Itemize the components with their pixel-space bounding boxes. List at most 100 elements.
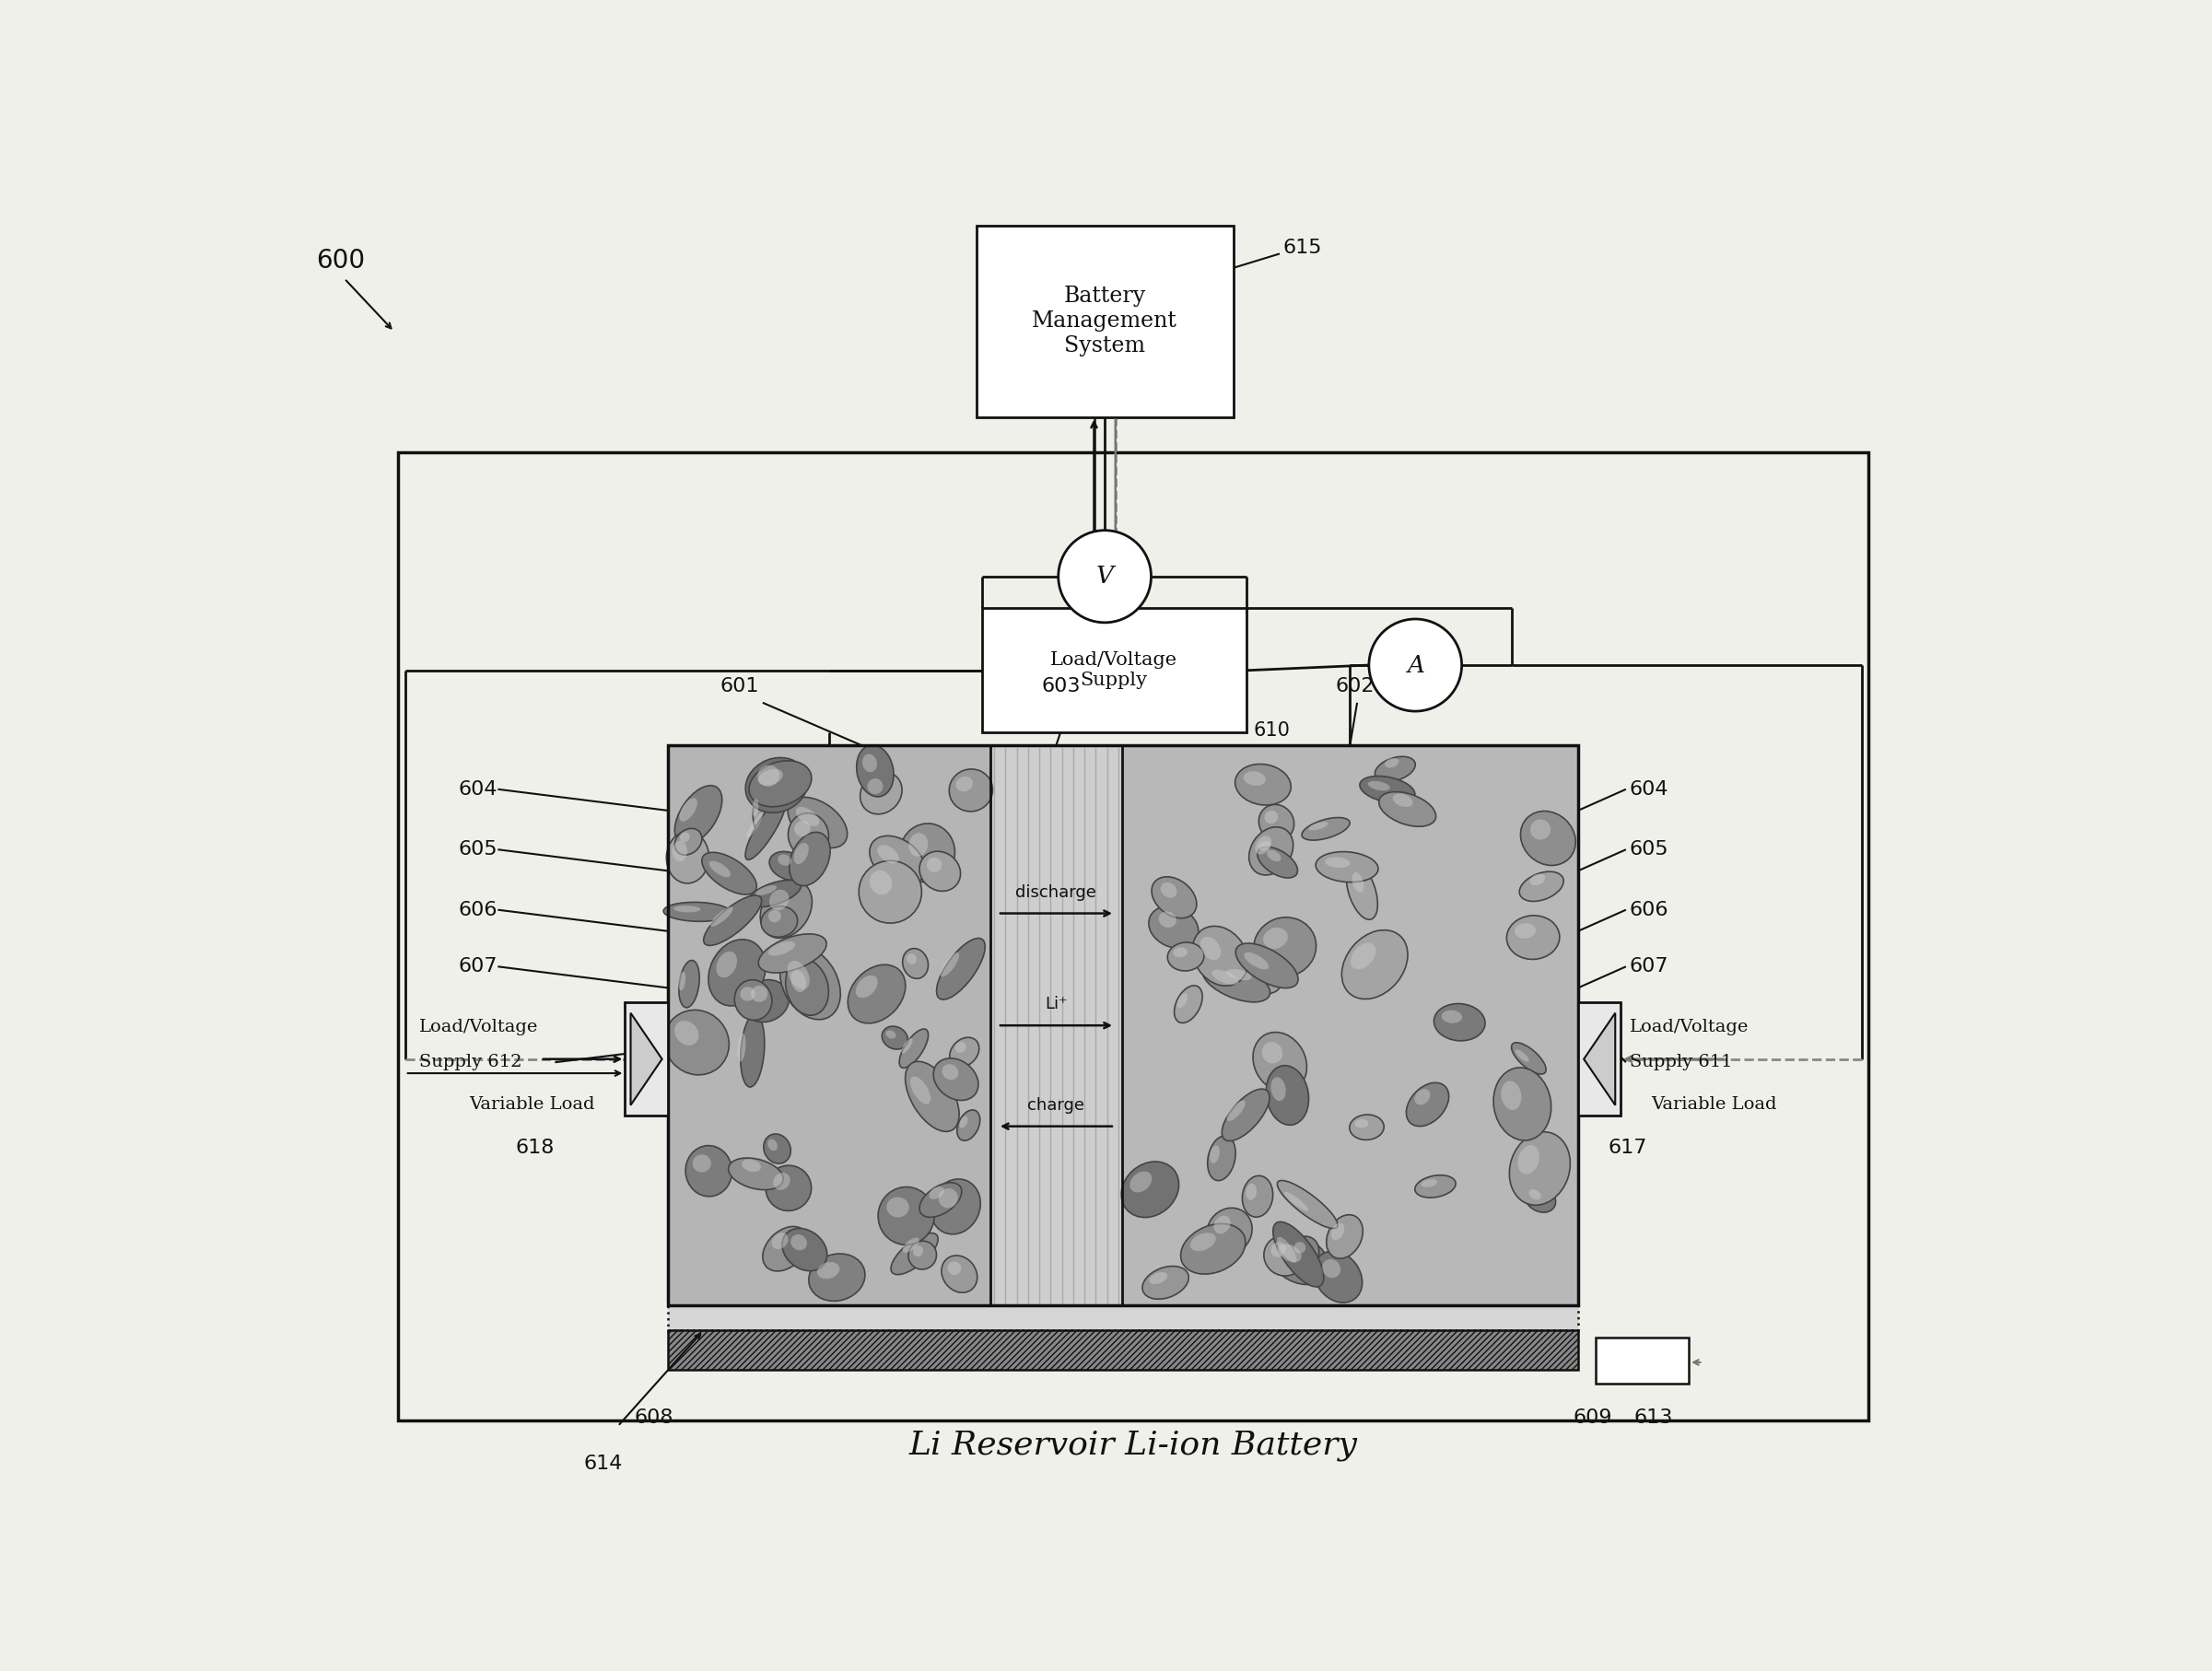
Ellipse shape — [1316, 852, 1378, 882]
Ellipse shape — [1520, 872, 1564, 901]
Ellipse shape — [1130, 1171, 1152, 1193]
Ellipse shape — [1285, 1191, 1307, 1211]
Ellipse shape — [900, 824, 956, 882]
Ellipse shape — [887, 1196, 909, 1218]
Ellipse shape — [1378, 792, 1436, 827]
Text: 607: 607 — [1630, 957, 1668, 976]
Ellipse shape — [779, 854, 792, 866]
Ellipse shape — [679, 799, 697, 822]
Ellipse shape — [878, 1186, 933, 1245]
Ellipse shape — [1237, 944, 1298, 988]
Ellipse shape — [1493, 1068, 1551, 1140]
Ellipse shape — [1515, 922, 1535, 939]
Ellipse shape — [761, 906, 799, 937]
Ellipse shape — [1208, 1136, 1237, 1181]
Ellipse shape — [907, 954, 916, 964]
Text: discharge: discharge — [1015, 884, 1097, 901]
Ellipse shape — [933, 1058, 978, 1100]
Ellipse shape — [1385, 759, 1398, 767]
Text: 606: 606 — [1630, 901, 1668, 919]
Ellipse shape — [794, 820, 810, 837]
Bar — [668, 1305, 1577, 1330]
Bar — [668, 1330, 1577, 1370]
Ellipse shape — [1256, 847, 1298, 877]
Ellipse shape — [1254, 836, 1272, 854]
Ellipse shape — [810, 1253, 865, 1302]
Ellipse shape — [1148, 906, 1199, 947]
Ellipse shape — [1225, 969, 1252, 981]
Ellipse shape — [675, 785, 721, 846]
Ellipse shape — [741, 988, 754, 1001]
Ellipse shape — [902, 949, 929, 979]
Ellipse shape — [860, 772, 902, 814]
Ellipse shape — [1511, 1043, 1546, 1074]
Ellipse shape — [1203, 962, 1270, 1003]
Ellipse shape — [664, 902, 730, 921]
Ellipse shape — [734, 979, 772, 1021]
Circle shape — [1369, 618, 1462, 712]
Ellipse shape — [1270, 1235, 1329, 1285]
Ellipse shape — [1217, 962, 1281, 994]
Text: Supply 611: Supply 611 — [1630, 1054, 1732, 1071]
Ellipse shape — [675, 829, 701, 856]
Ellipse shape — [748, 881, 801, 907]
Ellipse shape — [710, 861, 730, 877]
Ellipse shape — [931, 1180, 980, 1235]
Ellipse shape — [929, 1186, 945, 1200]
Ellipse shape — [1192, 926, 1248, 986]
Ellipse shape — [1360, 775, 1416, 804]
Ellipse shape — [703, 896, 761, 946]
Ellipse shape — [1376, 757, 1416, 782]
Ellipse shape — [1509, 1131, 1571, 1205]
Text: 605: 605 — [1630, 841, 1668, 859]
Ellipse shape — [940, 952, 960, 978]
Ellipse shape — [909, 832, 929, 857]
Ellipse shape — [1420, 1180, 1438, 1186]
Ellipse shape — [675, 1021, 699, 1046]
Ellipse shape — [1210, 1145, 1219, 1163]
Ellipse shape — [1310, 822, 1327, 830]
Text: 615: 615 — [1283, 239, 1323, 257]
Ellipse shape — [790, 832, 830, 886]
Ellipse shape — [1272, 1222, 1323, 1287]
Text: Load/Voltage
Supply: Load/Voltage Supply — [1051, 652, 1177, 690]
Ellipse shape — [856, 976, 878, 998]
Ellipse shape — [1276, 1237, 1296, 1263]
Ellipse shape — [1181, 1223, 1245, 1273]
Ellipse shape — [878, 846, 898, 864]
Ellipse shape — [1433, 1004, 1484, 1041]
Bar — [1577, 1003, 1621, 1116]
Ellipse shape — [750, 986, 768, 1003]
Text: 607: 607 — [458, 957, 498, 976]
Text: Battery
Management
System: Battery Management System — [1033, 286, 1177, 356]
Text: Supply 612: Supply 612 — [420, 1054, 522, 1071]
Text: 618: 618 — [515, 1138, 555, 1156]
Ellipse shape — [920, 851, 960, 891]
Text: Variable Load: Variable Load — [469, 1096, 595, 1113]
Ellipse shape — [785, 959, 830, 1016]
Ellipse shape — [737, 1033, 745, 1061]
Ellipse shape — [692, 1155, 710, 1173]
Ellipse shape — [1294, 1242, 1305, 1253]
Ellipse shape — [1279, 1243, 1301, 1262]
Polygon shape — [1584, 1013, 1615, 1105]
Bar — [1121, 745, 1577, 1305]
Ellipse shape — [794, 842, 810, 864]
Bar — [1597, 1337, 1688, 1384]
Ellipse shape — [869, 836, 925, 886]
Ellipse shape — [1352, 942, 1376, 969]
Ellipse shape — [900, 1038, 914, 1053]
Ellipse shape — [1394, 794, 1413, 807]
Bar — [626, 1003, 668, 1116]
Bar — [398, 453, 1869, 1420]
Ellipse shape — [664, 1009, 730, 1074]
Ellipse shape — [757, 765, 779, 787]
Text: 609: 609 — [1573, 1409, 1613, 1427]
Ellipse shape — [863, 754, 876, 772]
Ellipse shape — [759, 934, 827, 973]
Text: Variable Load: Variable Load — [1650, 1096, 1776, 1113]
Ellipse shape — [942, 1255, 978, 1293]
Ellipse shape — [1250, 839, 1285, 864]
Ellipse shape — [787, 961, 810, 989]
Ellipse shape — [1190, 1233, 1217, 1252]
